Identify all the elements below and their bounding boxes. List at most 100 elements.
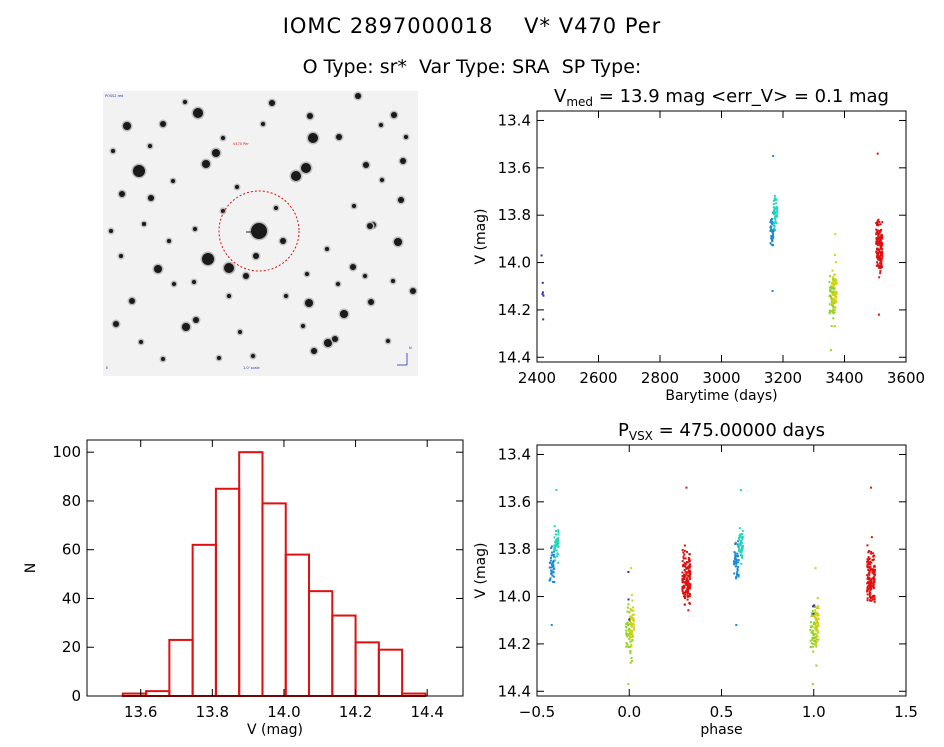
phased-point [813,637,816,640]
light-curve-point [774,229,777,232]
phased-point [870,587,873,590]
histogram-xtick-label: 14.4 [410,703,443,721]
light-curve-point [879,231,882,234]
star [154,265,162,273]
phased-point [685,571,688,574]
phased-point [681,560,684,563]
phased-point [866,582,869,585]
phased-xtick-label: 1.0 [802,703,826,721]
star [368,299,374,305]
phased-ytick-label: 13.4 [498,445,531,463]
histogram-xtick-label: 13.8 [196,703,229,721]
phased-xtick-label: 1.5 [894,703,918,721]
sky-finder-image: POSS2 red V470 Per E N 1.0' scale [103,91,418,376]
phased-point [555,530,558,533]
phased-point [682,595,685,598]
phased-point [552,563,555,566]
light-curve-point [878,239,881,242]
phased-point [873,554,876,557]
phased-point [688,584,691,587]
phased-point [739,554,742,557]
light-curve-series-season-3165 [769,154,776,292]
phased-point [629,634,632,637]
light-curve-ytick-label: 14.2 [498,301,531,319]
phased-point [632,617,635,620]
phased-point [631,599,634,602]
light-curve-point [881,255,884,258]
phased-point [551,565,554,568]
phased-point [687,574,690,577]
light-curve-point [876,221,879,224]
phased-point [628,635,631,638]
phased-point [736,570,739,573]
phased-xtick-label: 0.5 [710,703,734,721]
phased-point [629,621,632,624]
phased-point [866,574,869,577]
phased-point [810,626,813,629]
light-curve-xtick-label: 3000 [702,369,740,387]
phased-point [553,547,556,550]
phased-point [630,629,633,632]
star [171,179,175,183]
light-curve-point [833,311,836,314]
phased-series-phase-green [624,603,819,686]
phased-point [869,599,872,602]
phased-point [734,554,737,557]
phased-point [871,571,874,574]
phased-point [628,618,631,621]
phased-point [631,660,634,663]
phased-point [627,683,630,686]
phased-point [629,637,632,640]
phased-point [630,622,633,625]
phased-point [740,547,743,550]
star [291,171,301,181]
phased-point [812,636,815,639]
phased-point [812,645,815,648]
phased-point [740,542,743,545]
histogram-xlabel: V (mag) [247,722,303,738]
phased-point [683,544,686,547]
phased-point [741,536,744,539]
star [394,238,402,246]
phased-point [740,539,743,542]
phased-point [817,621,820,624]
phased-point [627,628,630,631]
phased-point [683,549,686,552]
phased-point [554,559,557,562]
star [202,160,210,168]
star [274,206,278,210]
phased-point [625,645,628,648]
phased-point [871,559,874,562]
light-curve-point [832,286,835,289]
phased-point [866,563,869,566]
phased-point [872,569,875,572]
light-curve-point [831,269,834,272]
phased-point [683,573,686,576]
histogram-ytick-label: 20 [62,638,81,656]
star [301,163,311,173]
star [324,339,332,347]
star [193,317,199,323]
phased-point [688,585,691,588]
phased-point [812,650,815,653]
phased-point [873,597,876,600]
phased-point [626,622,629,625]
phased-point [870,552,873,555]
phased-point [733,572,736,575]
star [193,108,203,118]
light-curve-point [878,266,881,269]
histogram-ytick-label: 40 [62,589,81,607]
light-curve-point [830,297,833,300]
phased-point [685,577,688,580]
phased-point [632,634,635,637]
phased-point [683,564,686,567]
light-curve-point [833,287,836,290]
star [212,149,220,157]
phased-point [688,566,691,569]
light-curve-point [875,240,878,243]
phased-point [814,626,817,629]
light-curve-point [772,199,775,202]
phased-point [867,581,870,584]
phased-point [632,628,635,631]
light-curve-point [832,279,835,282]
